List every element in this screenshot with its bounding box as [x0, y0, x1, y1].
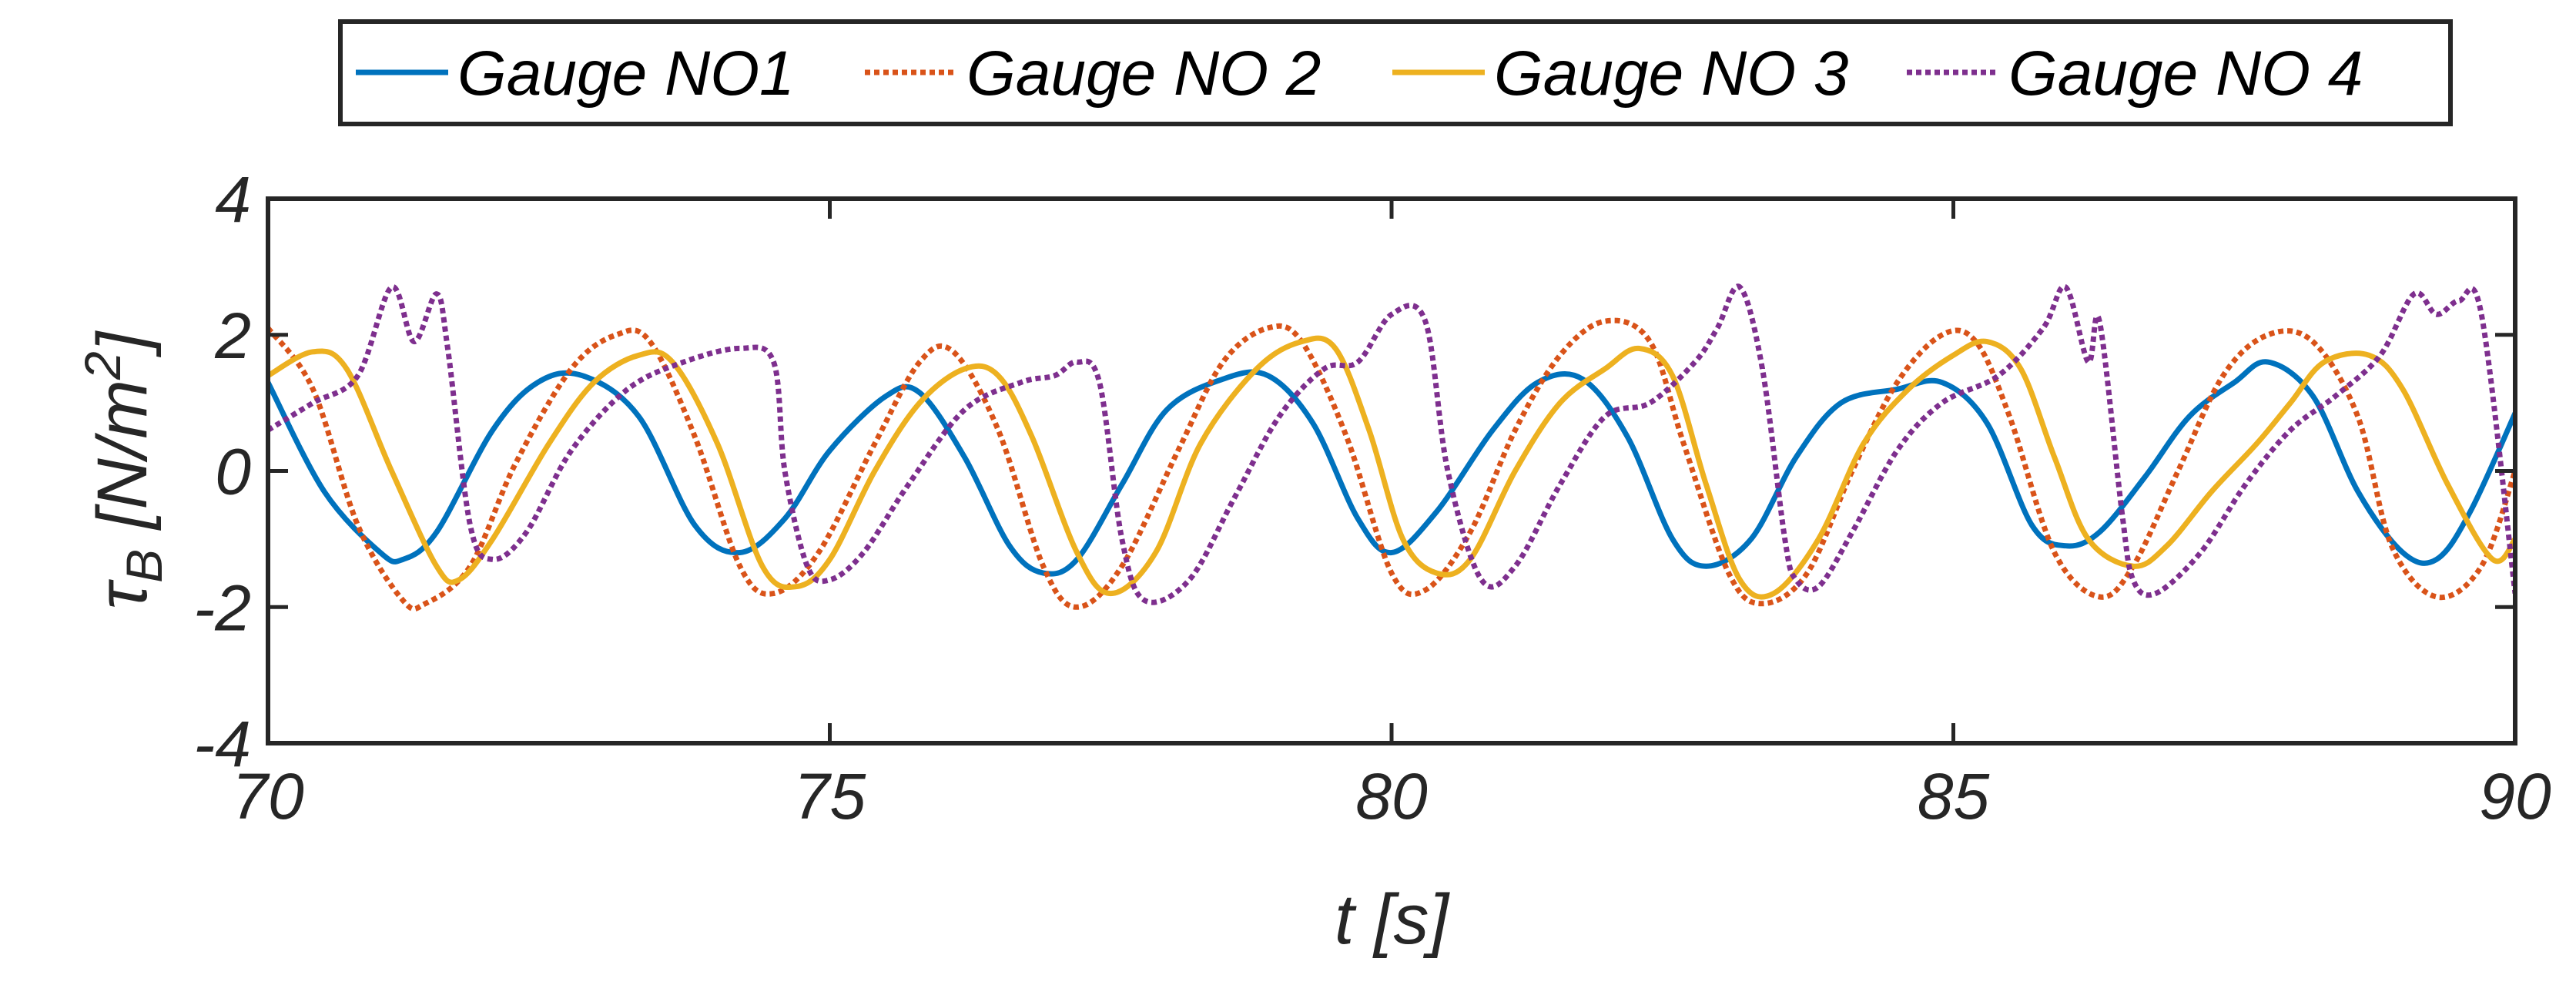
legend-label-1: Gauge NO1: [457, 39, 795, 109]
series-layer: [268, 283, 2515, 612]
y-axis-label-subscript: B: [116, 549, 173, 583]
x-tick-label: 90: [2479, 760, 2551, 833]
plot-area: 70 75 80 85 90 -4 -2 0 2 4: [193, 163, 2551, 833]
y-tick-label: -2: [193, 571, 251, 644]
x-tick-label: 80: [1355, 760, 1428, 833]
y-tick-label: -4: [193, 708, 251, 780]
series-line-2: [268, 317, 2515, 612]
y-axis-label: τB [N/m2]: [74, 330, 173, 609]
y-tick-label: 2: [214, 300, 251, 372]
series-line-3: [268, 335, 2515, 600]
ticks-layer: 70 75 80 85 90 -4 -2 0 2 4: [193, 163, 2551, 833]
y-tick-label: 4: [215, 163, 251, 236]
legend-label-3: Gauge NO 3: [1494, 39, 1848, 109]
y-tick-label: 0: [215, 436, 251, 508]
x-tick-label: 85: [1918, 760, 1990, 833]
y-axis-label-unit: [N/m: [83, 380, 162, 549]
x-axis-label: t [s]: [1335, 880, 1451, 959]
legend-label-4: Gauge NO 4: [2008, 39, 2363, 109]
series-line-4: [268, 283, 2515, 605]
legend: Gauge NO1 Gauge NO 2 Gauge NO 3 Gauge NO 4: [338, 19, 2453, 126]
svg-text:τB [N/m2]: τB [N/m2]: [74, 330, 173, 609]
y-axis-label-symbol: τ: [83, 578, 162, 609]
series-line-1: [268, 359, 2515, 577]
x-tick-label: 75: [794, 760, 866, 833]
y-axis-label-unit-exponent: 2: [74, 351, 131, 380]
legend-label-2: Gauge NO 2: [966, 39, 1321, 109]
x-tick-label: 70: [232, 760, 304, 833]
